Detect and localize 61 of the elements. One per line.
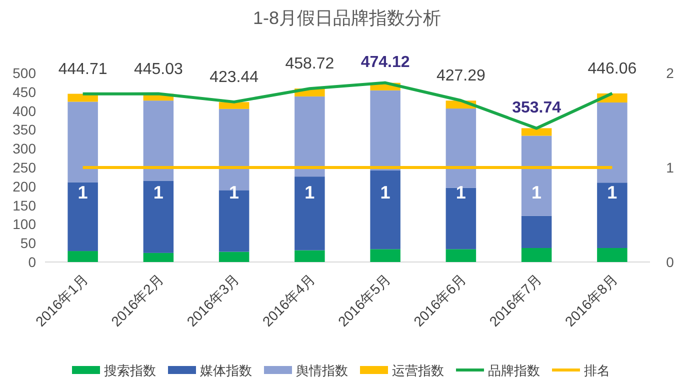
bar (446, 108, 476, 188)
data-label: 445.03 (134, 60, 184, 78)
chart-title: 1-8月假日品牌指数分析 (252, 8, 442, 28)
data-label: 1 (607, 182, 618, 202)
bar (521, 128, 552, 136)
legend-label: 运营指数 (392, 363, 444, 378)
data-label: 458.72 (285, 56, 334, 73)
data-label: 1 (456, 182, 466, 202)
legend-label: 媒体指数 (200, 363, 252, 378)
legend-label: 排名 (584, 363, 610, 378)
bar (294, 176, 325, 250)
data-label: 1 (229, 182, 240, 202)
bar (143, 180, 174, 253)
data-label: 1 (153, 182, 164, 202)
data-label: 353.74 (512, 99, 562, 116)
bar (218, 102, 250, 109)
legend-label: 品牌指数 (488, 363, 540, 378)
y-tick-label: 500 (12, 65, 36, 81)
bar (521, 248, 552, 262)
data-label: 1 (78, 182, 88, 202)
y-tick-label: 400 (12, 102, 36, 119)
data-label: 423.44 (210, 68, 259, 86)
bar (597, 102, 628, 183)
bar (68, 182, 98, 252)
data-label: 446.06 (588, 60, 637, 78)
y-tick-label: 150 (12, 197, 36, 214)
y2-tick-label: 1 (666, 160, 674, 176)
y2-tick-label: 2 (666, 65, 674, 81)
legend-label: 舆情指数 (296, 363, 348, 378)
data-label: 1 (304, 182, 315, 202)
bar (294, 250, 325, 262)
bar (294, 96, 325, 177)
y2-tick-label: 0 (666, 254, 674, 270)
bar (597, 248, 628, 262)
data-label: 427.29 (436, 67, 486, 84)
bar (370, 249, 400, 262)
bar (218, 252, 250, 262)
bar (68, 251, 98, 262)
y-tick-label: 450 (12, 84, 36, 100)
bar (143, 252, 174, 262)
y-tick-label: 50 (20, 235, 36, 252)
y-tick-label: 200 (12, 178, 36, 194)
data-label: 474.12 (360, 54, 410, 71)
legend-label: 搜索指数 (104, 363, 156, 378)
bar (446, 249, 476, 262)
data-label: 444.71 (58, 60, 108, 78)
data-label: 1 (532, 182, 542, 202)
bar (370, 90, 400, 171)
bar (521, 136, 552, 216)
y-tick-label: 250 (12, 160, 36, 176)
bar (143, 100, 174, 181)
data-label: 1 (380, 182, 390, 202)
bar (521, 216, 552, 248)
bar (370, 170, 400, 250)
y-tick-label: 350 (12, 122, 36, 138)
y-tick-label: 300 (12, 140, 36, 157)
bar (446, 188, 476, 250)
y-tick-label: 0 (28, 254, 36, 270)
bar (68, 102, 98, 182)
y-tick-label: 100 (12, 216, 36, 232)
bar (597, 182, 628, 248)
